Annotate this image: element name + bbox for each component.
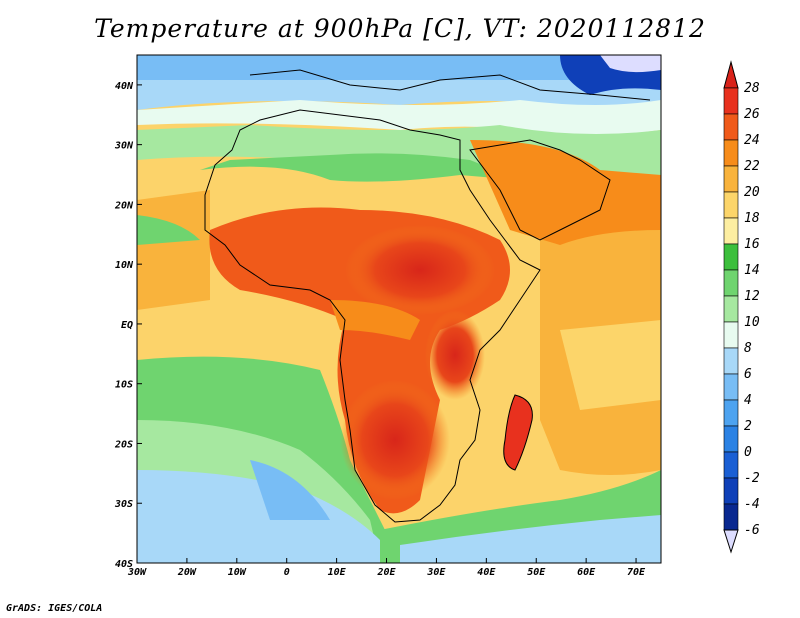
colorbar-swatch: [723, 347, 739, 375]
colorbar-label: 14: [744, 263, 760, 278]
lat-tick-label: 20S: [114, 439, 133, 450]
lon-tick-label: 10E: [328, 567, 347, 578]
colorbar-swatch: [723, 295, 739, 323]
lon-tick-label: 40E: [477, 567, 496, 578]
temperature-field: [137, 55, 661, 563]
colorbar-swatch: [723, 243, 739, 271]
lat-tick-label: 30S: [114, 499, 133, 510]
colorbar-label: -6: [744, 523, 760, 538]
colorbar-swatch: [723, 373, 739, 401]
lon-tick-label: 20E: [376, 567, 396, 578]
lat-tick-label: 30N: [114, 141, 134, 152]
colorbar-label: 26: [744, 107, 760, 122]
colorbar-swatch: [723, 217, 739, 245]
lon-tick-label: 20W: [177, 567, 197, 578]
colorbar-swatch: [723, 87, 739, 115]
colorbar-label: 4: [744, 393, 752, 408]
colorbar-label: 2: [744, 419, 752, 434]
lat-tick-label: 10S: [115, 380, 133, 391]
map-title: Temperature at 900hPa [C], VT: 202011281…: [94, 14, 706, 43]
colorbar-label: 28: [744, 81, 760, 96]
colorbar-swatch: [723, 165, 739, 193]
lat-tick-label: 10N: [115, 260, 134, 271]
colorbar-label: 0: [744, 445, 752, 460]
colorbar-bottom-arrow: [723, 529, 739, 554]
lat-tick-label: 40S: [115, 559, 133, 570]
lat-tick-label: 40N: [115, 81, 134, 92]
colorbar-swatch: [723, 399, 739, 427]
colorbar-swatch: [723, 191, 739, 219]
colorbar-label: 6: [744, 367, 752, 382]
colorbar-swatch: [723, 425, 739, 453]
credit-label: GrADS: IGES/COLA: [6, 603, 103, 614]
lon-tick-label: 30W: [127, 567, 147, 578]
lon-tick-label: 50E: [527, 567, 546, 578]
colorbar-swatch: [723, 269, 739, 297]
colorbar-label: 12: [744, 289, 760, 304]
lat-tick-label: 20N: [114, 200, 134, 211]
colorbar-label: 16: [744, 237, 760, 252]
colorbar-label: 18: [744, 211, 760, 226]
longitude-axis: 30W 20W 10W 0 10E 20E 30E 40E 50E 60E 70E: [127, 558, 646, 578]
colorbar-label: 24: [744, 133, 760, 148]
lon-tick-label: 0: [284, 567, 290, 578]
colorbar-label: -2: [744, 471, 760, 486]
colorbar-swatch: [723, 139, 739, 167]
latitude-axis: 40N 30N 20N 10N EQ 10S 20S 30S 40S: [114, 81, 142, 570]
coastlines: [204, 69, 651, 523]
colorbar-swatch: [723, 321, 739, 349]
lat-tick-label: EQ: [121, 320, 133, 331]
lon-tick-label: 10W: [228, 567, 247, 578]
colorbar-swatch: [723, 503, 739, 531]
plot-frame: [136, 54, 662, 564]
colorbar-label: 8: [744, 341, 752, 356]
colorbar-swatch: [723, 451, 739, 479]
colorbar-swatch: [723, 113, 739, 141]
colorbar-swatch: [723, 477, 739, 505]
colorbar-label: 10: [744, 315, 760, 330]
lon-tick-label: 70E: [627, 567, 646, 578]
colorbar-label: 20: [744, 185, 760, 200]
lon-tick-label: 30E: [426, 567, 446, 578]
lon-tick-label: 60E: [577, 567, 596, 578]
colorbar-top-arrow: [723, 60, 739, 89]
colorbar-label: 22: [744, 159, 760, 174]
colorbar-label: -4: [744, 497, 760, 512]
